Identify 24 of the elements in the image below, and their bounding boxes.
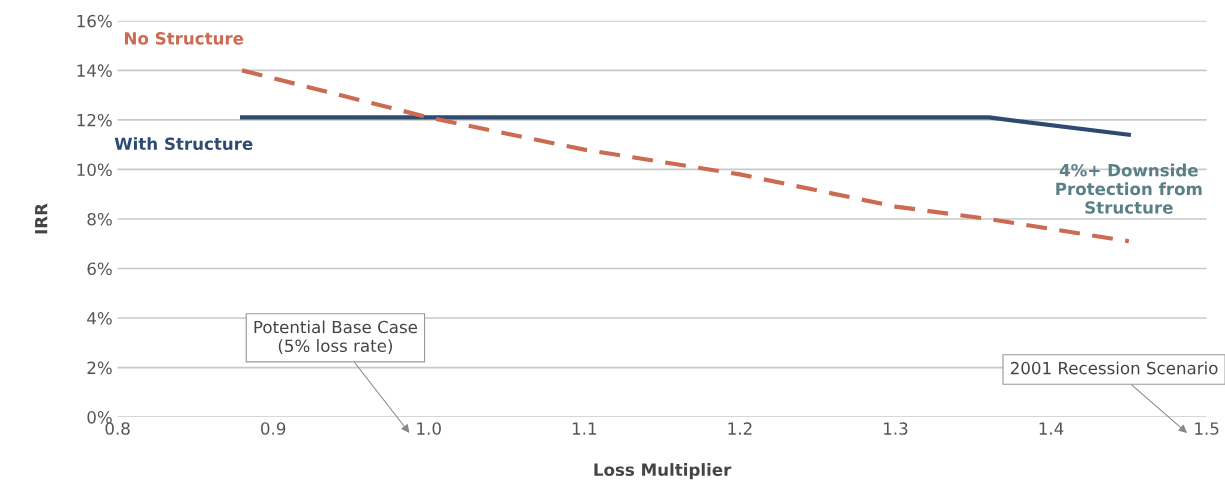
y-tick-label: 0% [87, 411, 112, 424]
annotation: 2001 Recession Scenario [1010, 361, 1218, 375]
series-label: With Structure [114, 137, 253, 151]
y-tick-label: 6% [87, 262, 112, 276]
x-axis-title: Loss Multiplier [594, 463, 732, 480]
x-tick-label: 1.2 [728, 422, 752, 435]
x-tick-label: 1.5 [1195, 422, 1219, 435]
y-tick-label: 10% [77, 163, 112, 177]
annotation: 4%+ Downside Protection from Structure [1056, 163, 1202, 214]
y-tick-label: 12% [77, 113, 112, 127]
y-tick-label: 8% [87, 212, 112, 226]
y-tick-label: 2% [87, 361, 112, 375]
x-tick-label: 0.8 [105, 422, 130, 435]
y-axis-title: IRR [35, 203, 48, 234]
y-tick-label: 14% [77, 64, 112, 77]
x-tick-label: 1.1 [572, 422, 597, 435]
x-tick-label: 1.4 [1039, 422, 1064, 435]
annotation: Potential Base Case (5% loss rate) [254, 320, 417, 354]
y-tick-label: 4% [87, 312, 112, 325]
x-tick-label: 1.3 [884, 422, 908, 435]
series-label: No Structure [125, 32, 244, 45]
x-tick-label: 0.9 [261, 422, 286, 435]
x-tick-label: 1.0 [417, 422, 441, 435]
y-tick-label: 16% [77, 14, 112, 28]
